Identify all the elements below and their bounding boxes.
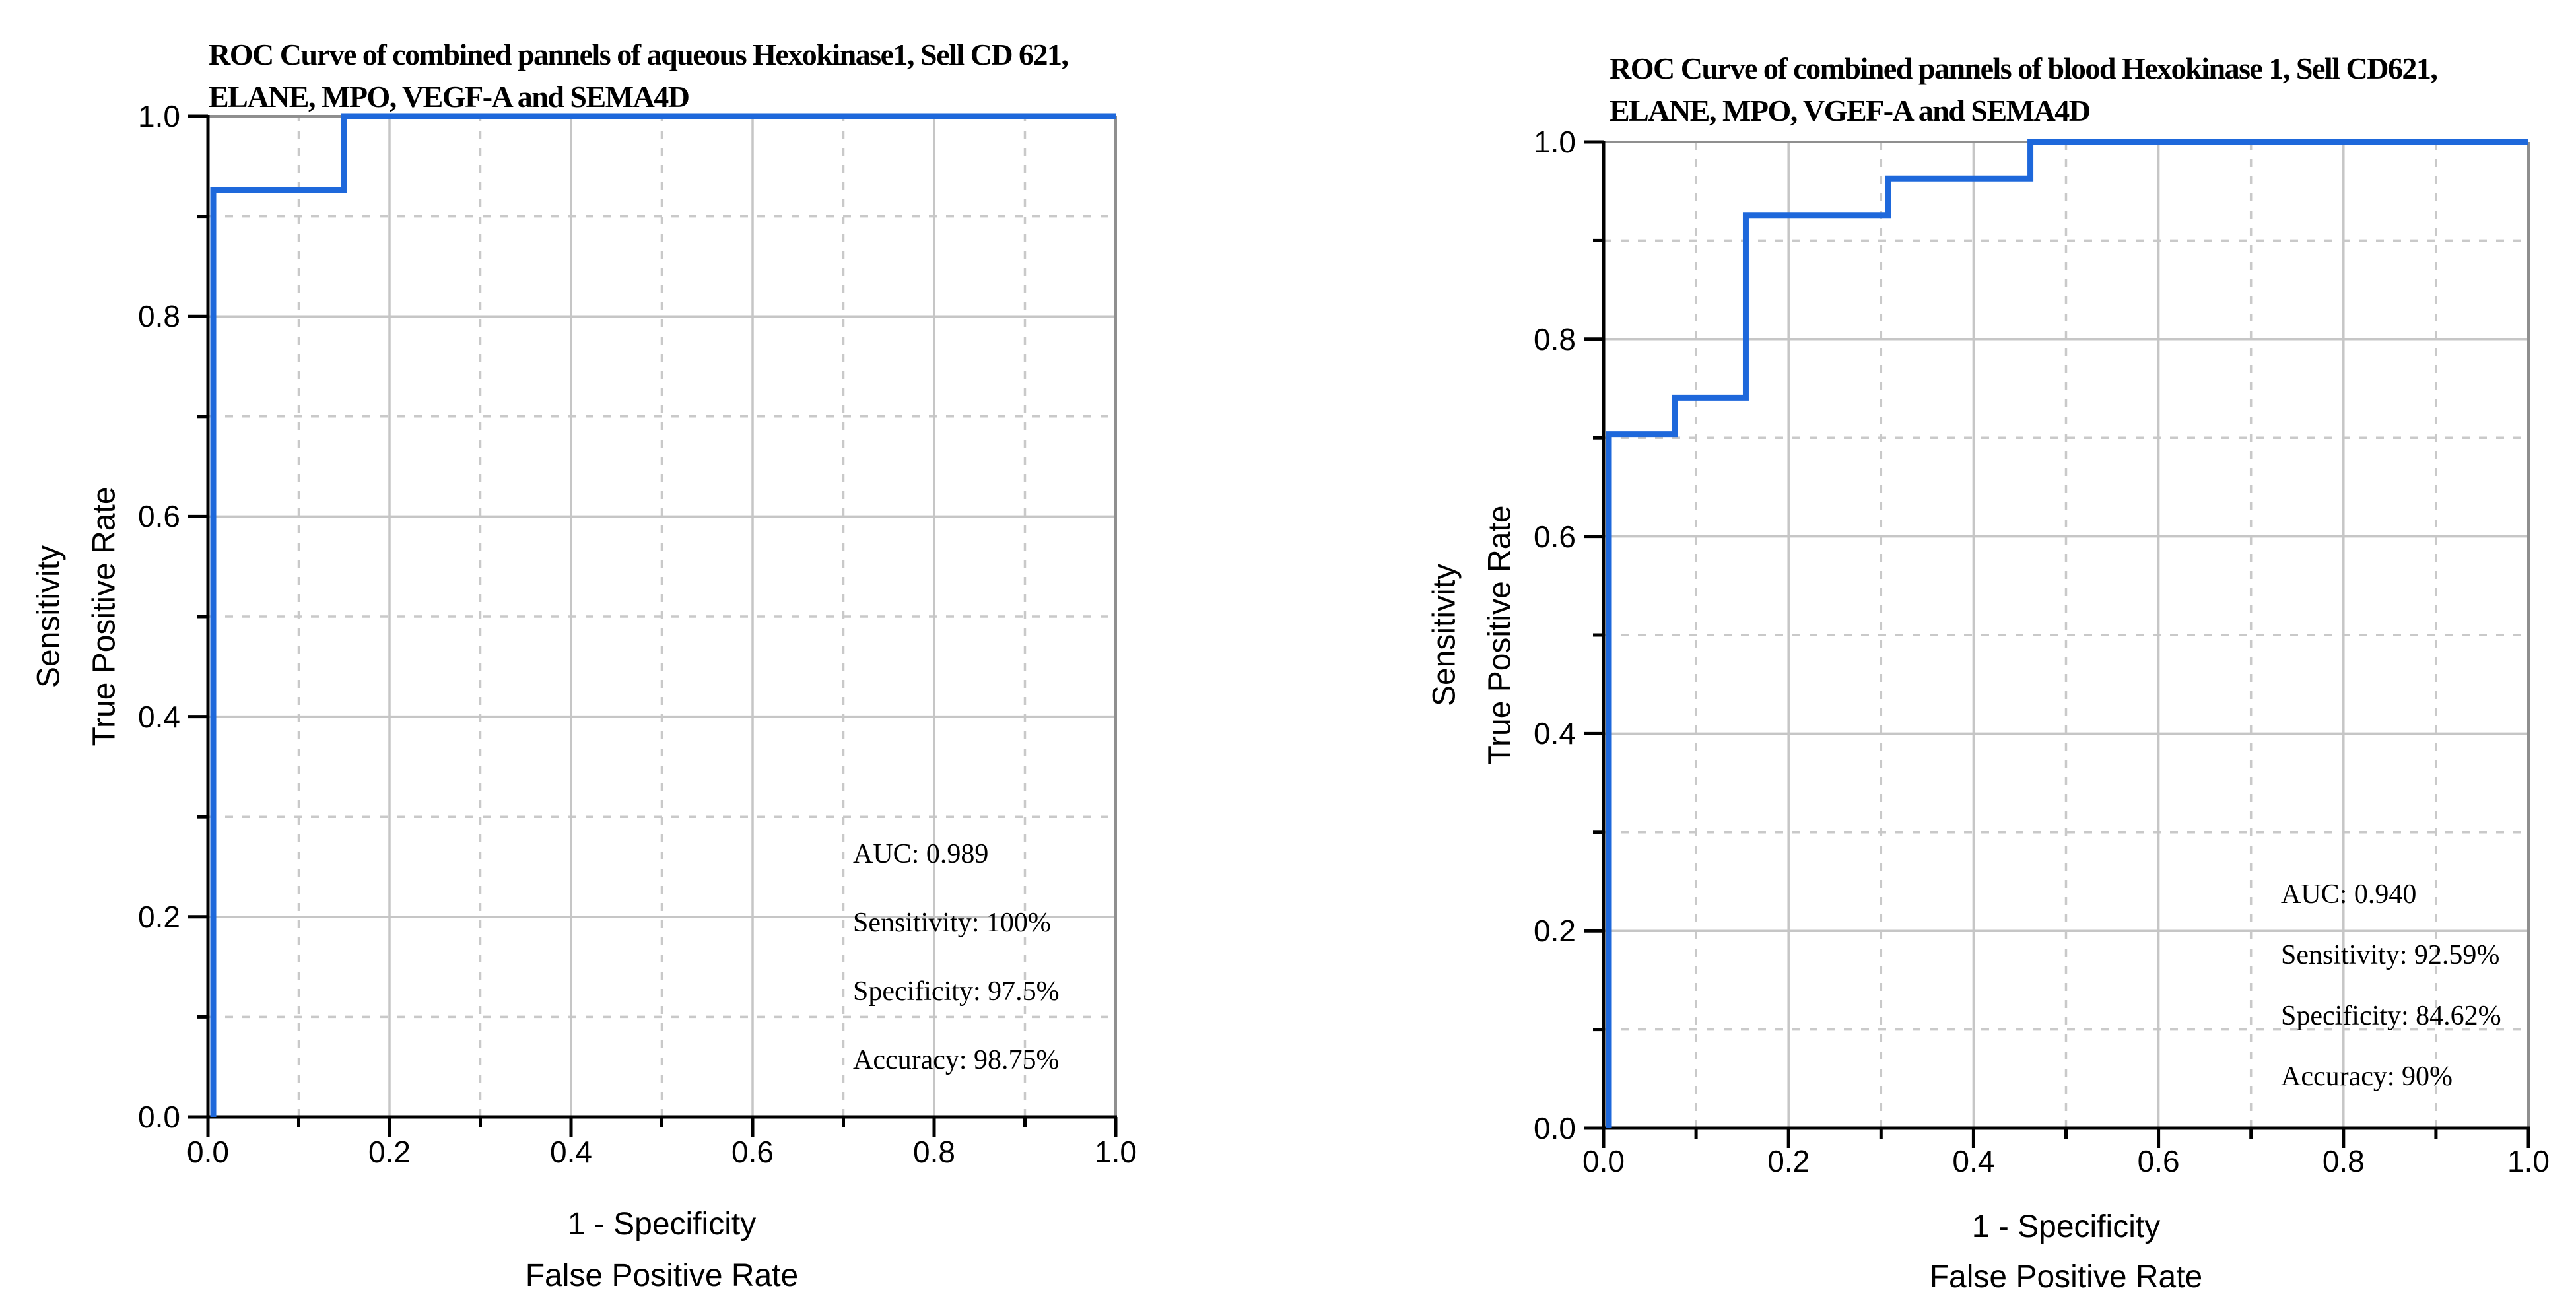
y-tick-label: 0.6 bbox=[1534, 519, 1576, 554]
y-tick-label: 0.0 bbox=[138, 1100, 180, 1134]
stat-specificity: Specificity: 84.62% bbox=[2281, 1001, 2501, 1031]
y-tick-label: 0.4 bbox=[138, 699, 180, 734]
stat-sensitivity: Sensitivity: 92.59% bbox=[2281, 940, 2500, 970]
y-tick-label: 1.0 bbox=[138, 99, 180, 133]
y-tick-label: 0.4 bbox=[1534, 716, 1576, 751]
x-tick-label: 1.0 bbox=[1095, 1135, 1137, 1169]
y-tick-label: 0.8 bbox=[138, 299, 180, 334]
x-tick-label: 0.4 bbox=[1952, 1144, 1995, 1178]
chart-title-line1: ROC Curve of combined pannels of aqueous… bbox=[209, 38, 1069, 71]
x-tick-label: 0.6 bbox=[731, 1135, 774, 1169]
stats-annotation: AUC: 0.940 Sensitivity: 92.59% Specifici… bbox=[2281, 864, 2501, 1107]
stat-auc: AUC: 0.940 bbox=[2281, 879, 2417, 910]
stat-specificity: Specificity: 97.5% bbox=[853, 976, 1060, 1007]
stat-accuracy: Accuracy: 98.75% bbox=[853, 1045, 1060, 1075]
x-tick-label: 0.0 bbox=[187, 1135, 229, 1169]
stat-accuracy: Accuracy: 90% bbox=[2281, 1061, 2453, 1092]
chart-title-line1: ROC Curve of combined pannels of blood H… bbox=[1610, 51, 2438, 85]
x-tick-label: 0.0 bbox=[1582, 1144, 1625, 1178]
x-axis-title: 1 - Specificity False Positive Rate bbox=[1604, 1202, 2528, 1302]
x-tick-label: 0.6 bbox=[2137, 1144, 2180, 1178]
y-tick-label: 0.8 bbox=[1534, 321, 1576, 356]
roc-curve bbox=[210, 113, 1116, 1117]
x-axis-title: 1 - Specificity False Positive Rate bbox=[208, 1199, 1116, 1302]
x-tick-label: 0.2 bbox=[368, 1135, 411, 1169]
y-tick-label: 0.6 bbox=[138, 499, 180, 534]
chart-title-line2: ELANE, MPO, VEGF-A and SEMA4D bbox=[209, 80, 690, 114]
stat-sensitivity: Sensitivity: 100% bbox=[853, 908, 1051, 938]
roc-curve bbox=[1606, 139, 2528, 1128]
x-axis-title-line1: 1 - Specificity bbox=[1971, 1209, 2161, 1244]
x-tick-label: 1.0 bbox=[2507, 1144, 2550, 1178]
x-tick-label: 0.8 bbox=[913, 1135, 955, 1169]
y-tick-label: 0.2 bbox=[1534, 914, 1576, 949]
x-tick-label: 0.8 bbox=[2322, 1144, 2365, 1178]
chart-title: ROC Curve of combined pannels of blood H… bbox=[1610, 48, 2438, 132]
y-axis-title-sensitivity: Sensitivity bbox=[1427, 563, 1462, 707]
y-tick-label: 0.0 bbox=[1534, 1111, 1576, 1145]
stat-auc: AUC: 0.989 bbox=[853, 839, 989, 869]
stats-annotation: AUC: 0.989 Sensitivity: 100% Specificity… bbox=[853, 820, 1060, 1094]
x-axis-title-line1: 1 - Specificity bbox=[567, 1207, 757, 1242]
chart-title-line2: ELANE, MPO, VGEF-A and SEMA4D bbox=[1610, 94, 2091, 127]
x-axis-title-line2: False Positive Rate bbox=[1929, 1260, 2203, 1294]
y-tick-label: 1.0 bbox=[1534, 125, 1576, 159]
chart-title: ROC Curve of combined pannels of aqueous… bbox=[209, 34, 1069, 118]
x-tick-label: 0.4 bbox=[550, 1135, 592, 1169]
y-axis-title-sensitivity: Sensitivity bbox=[31, 545, 67, 689]
y-tick-label: 0.2 bbox=[138, 899, 180, 934]
x-axis-title-line2: False Positive Rate bbox=[525, 1258, 799, 1293]
x-tick-label: 0.2 bbox=[1767, 1144, 1810, 1178]
